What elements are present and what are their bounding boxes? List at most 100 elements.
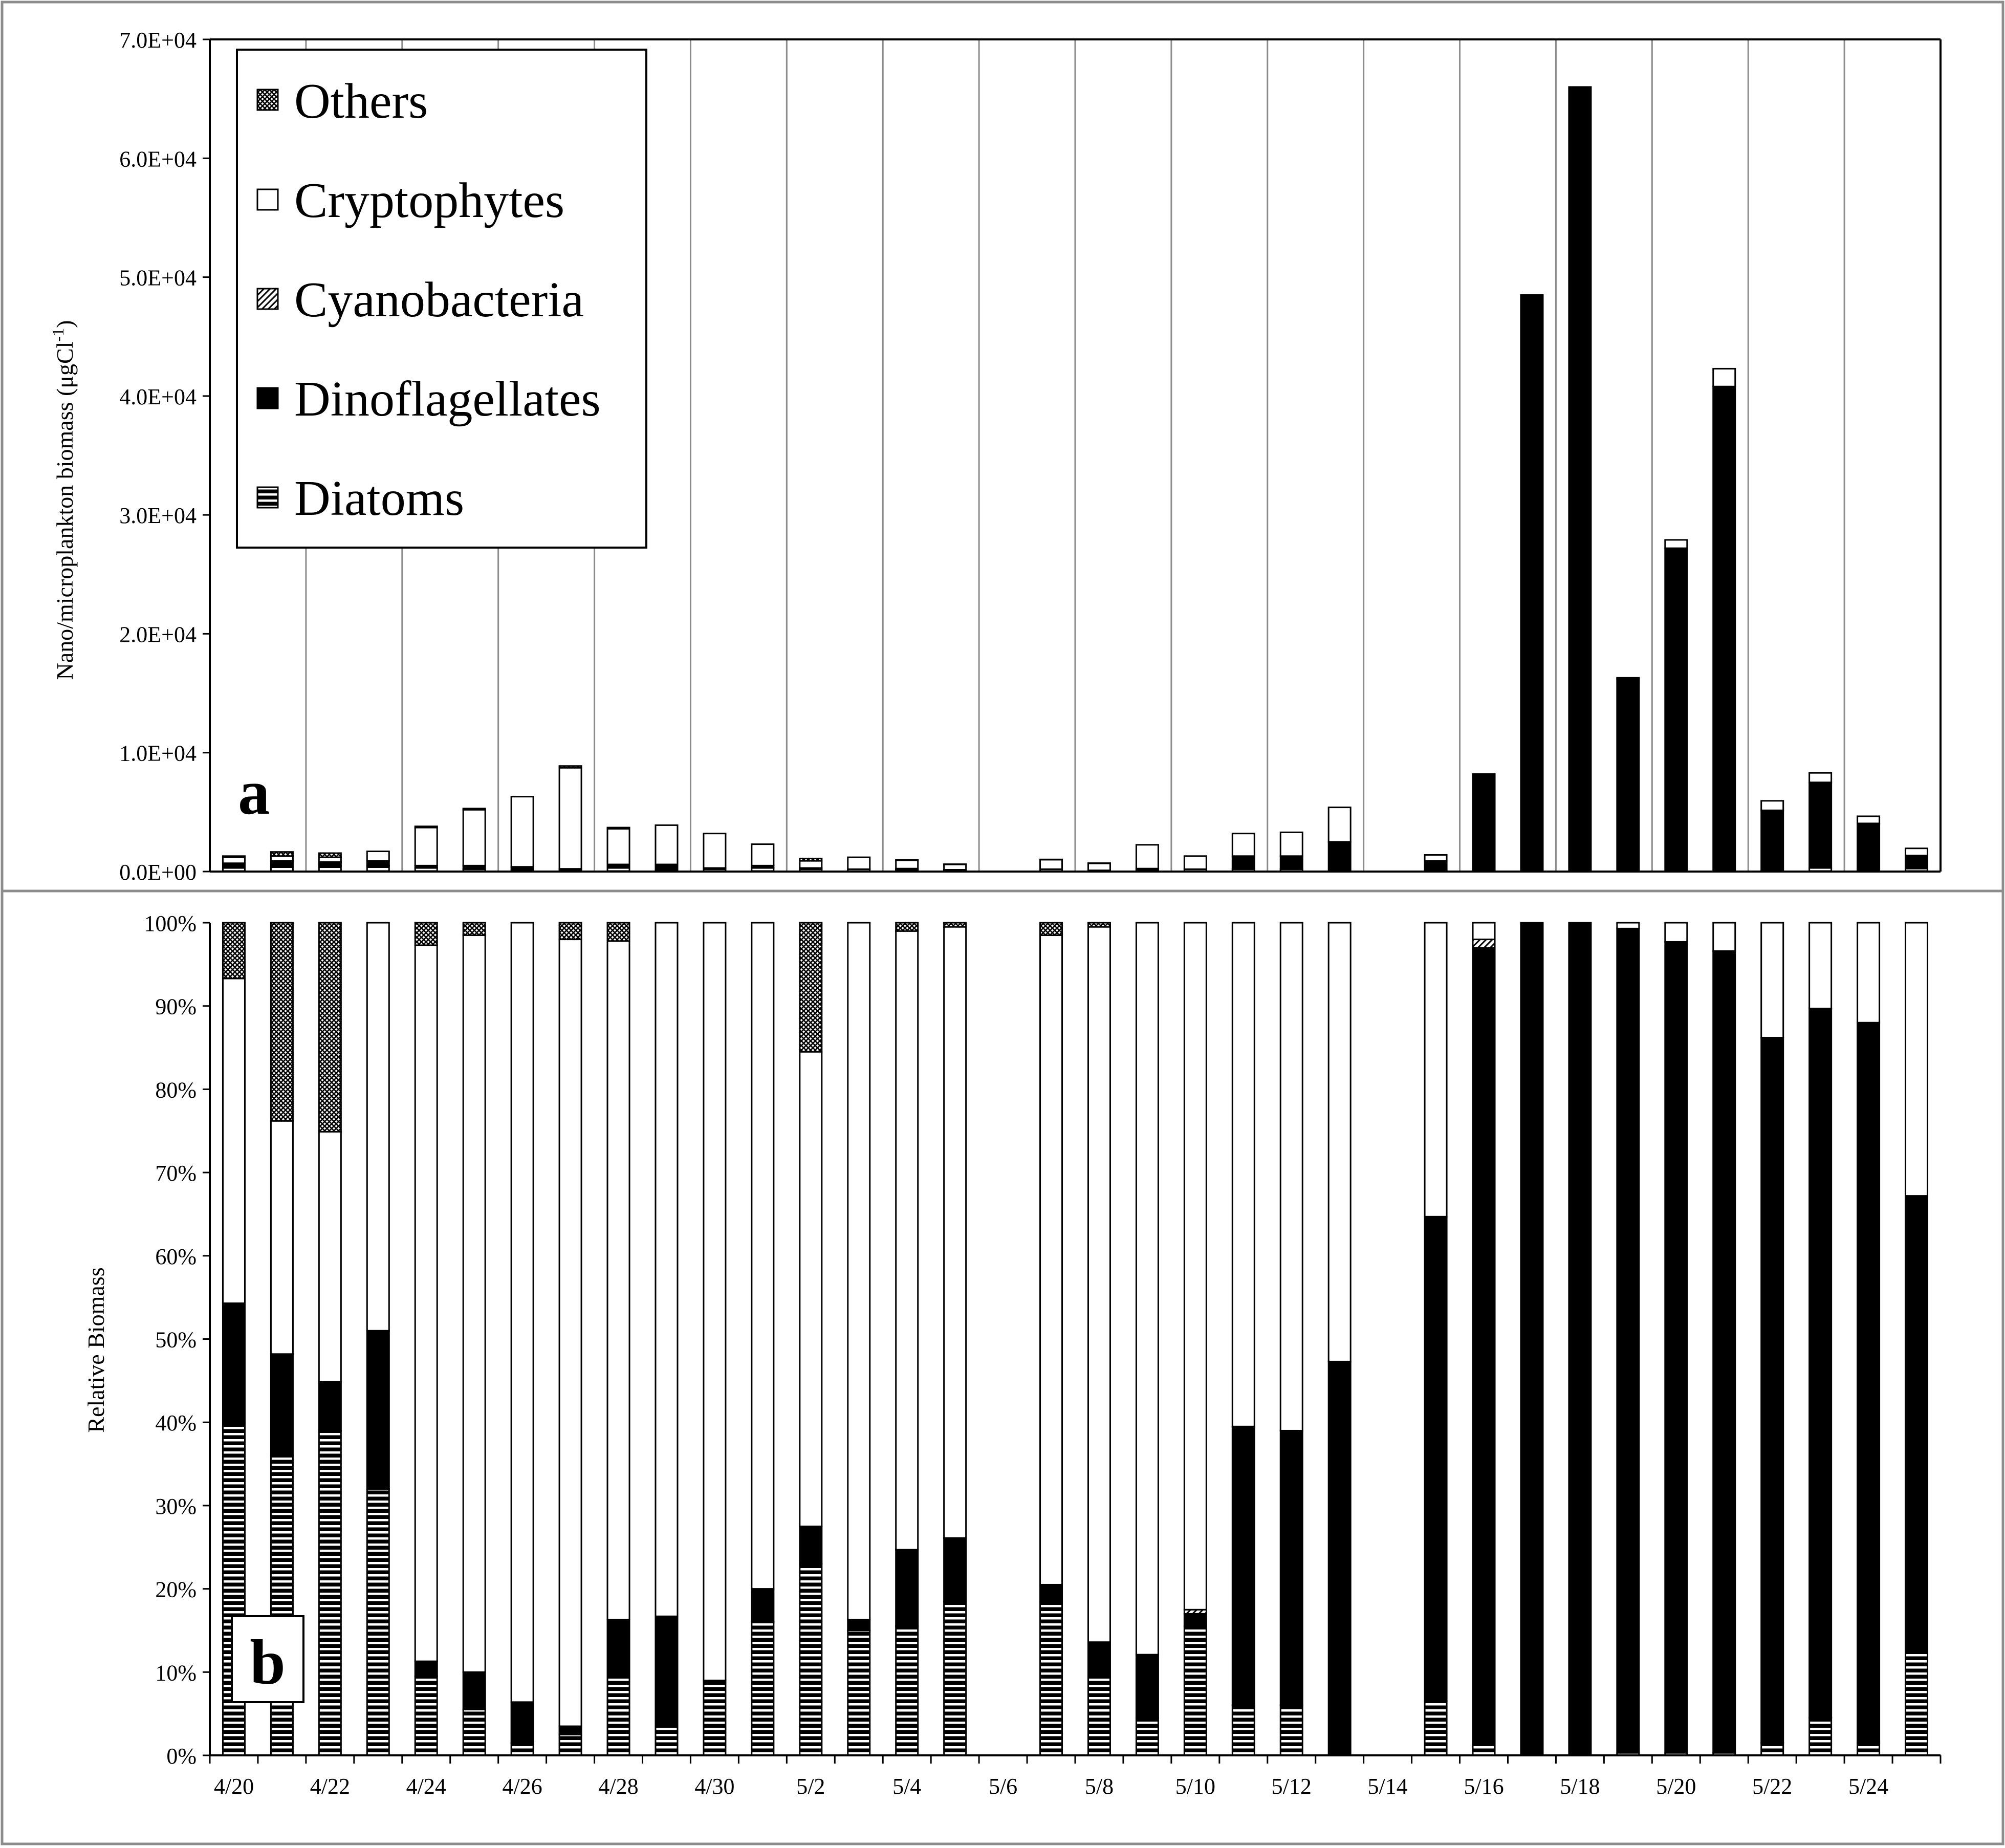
y-tick-label: 10% — [155, 1660, 197, 1685]
y-tick-label: 90% — [155, 994, 197, 1019]
bar-segment-diatoms — [222, 1421, 246, 1756]
y-tick-label: 70% — [155, 1161, 197, 1186]
bar-segment-diatoms — [1808, 1717, 1833, 1756]
y-tick-label: 60% — [155, 1244, 197, 1269]
bar-segment-cyanobacteria — [1472, 773, 1496, 776]
bar-segment-others — [558, 922, 582, 941]
bar-segment-diatoms — [943, 1600, 967, 1756]
panel-label-a: a — [238, 757, 270, 828]
bar-segment-others — [270, 922, 294, 1122]
bar-segment-dinoflagellates — [1183, 1613, 1207, 1627]
y-tick-label: 0.0E+00 — [119, 860, 197, 885]
bar-segment-dinoflagellates — [1760, 809, 1784, 872]
bar-segment-others — [895, 922, 919, 932]
bar-segment-diatoms — [703, 1680, 727, 1756]
bar-segment-cryptophytes — [1087, 862, 1111, 872]
bar-segment-dinoflagellates — [1231, 855, 1255, 870]
bar-segment-others — [606, 827, 630, 830]
y-tick-label: 0% — [166, 1744, 197, 1769]
bar-segment-diatoms — [895, 1625, 919, 1756]
bar-segment-cryptophytes — [943, 863, 967, 871]
bar-segment-dinoflagellates — [1905, 855, 1929, 869]
bar-segment-dinoflagellates — [1039, 1583, 1063, 1602]
bar-segment-dinoflagellates — [1231, 1425, 1255, 1706]
bar-segment-cryptophytes — [606, 940, 630, 1621]
y-tick-label: 5.0E+04 — [119, 266, 197, 291]
x-tick-label: 4/30 — [694, 1774, 734, 1799]
bar-segment-diatoms — [318, 1429, 342, 1756]
bar-segment-dinoflagellates — [1664, 941, 1688, 1754]
panel-b-frame — [1, 889, 2004, 1845]
y-tick-label: 1.0E+04 — [119, 741, 197, 766]
legend-label-others: Others — [294, 74, 428, 129]
legend-swatch-diatoms — [256, 486, 279, 509]
bar-segment-dinoflagellates — [270, 860, 294, 868]
bar-segment-dinoflagellates — [1520, 922, 1544, 1756]
bar-segment-others — [943, 922, 967, 928]
bar-segment-cryptophytes — [1857, 815, 1881, 824]
bar-segment-cryptophytes — [1039, 934, 1063, 1585]
bar-segment-dinoflagellates — [895, 1549, 919, 1627]
bar-segment-others — [318, 922, 342, 1133]
legend-swatch-dinoflagellates — [256, 387, 279, 409]
bar-segment-cryptophytes — [1135, 844, 1159, 869]
bar-segment-cryptophytes — [895, 859, 919, 869]
x-tick-label: 5/20 — [1656, 1774, 1696, 1799]
bar-segment-dinoflagellates — [751, 1588, 775, 1623]
bar-segment-dinoflagellates — [414, 1660, 438, 1677]
bar-segment-cryptophytes — [655, 922, 679, 1617]
x-tick-label: 5/12 — [1272, 1774, 1312, 1799]
bar-segment-others — [462, 808, 486, 811]
bar-segment-cryptophytes — [462, 934, 486, 1673]
bar-segment-dinoflagellates — [462, 1671, 486, 1711]
bar-segment-others — [1039, 858, 1063, 861]
bar-segment-cryptophytes — [1183, 922, 1207, 1611]
bar-segment-cryptophytes — [1472, 922, 1496, 941]
bar-segment-cryptophytes — [1760, 922, 1784, 1039]
bar-segment-cryptophytes — [1664, 539, 1688, 549]
bar-segment-diatoms — [1135, 1717, 1159, 1756]
bar-segment-cryptophytes — [1664, 922, 1688, 943]
bar-segment-others — [558, 765, 582, 769]
bar-segment-dinoflagellates — [1327, 841, 1352, 873]
bar-segment-diatoms — [1279, 1704, 1303, 1756]
bar-segment-cryptophytes — [510, 796, 534, 868]
x-tick-label: 5/4 — [892, 1774, 921, 1799]
bar-segment-cryptophytes — [1905, 922, 1929, 1197]
x-tick-label: 5/6 — [989, 1774, 1017, 1799]
bar-segment-dinoflagellates — [1327, 1360, 1352, 1756]
bar-segment-others — [606, 922, 630, 942]
bar-segment-cryptophytes — [799, 860, 823, 869]
bar-segment-dinoflagellates — [1712, 385, 1736, 873]
bar-segment-dinoflagellates — [1568, 86, 1592, 873]
x-tick-label: 4/26 — [503, 1774, 542, 1799]
y-tick-label: 40% — [155, 1410, 197, 1436]
bar-segment-cryptophytes — [1279, 831, 1303, 857]
bar-segment-diatoms — [751, 1621, 775, 1756]
bar-segment-others — [222, 922, 246, 980]
panel-a-chart: 0.0E+00 1.0E+04 2.0E+04 3.0E+04 4.0E+04 5.0E+… — [119, 28, 1942, 885]
y-tick-label: 80% — [155, 1077, 197, 1102]
panel-b-chart: 0% 10% 20% 30% 40% 50% 60% 70% 80% 90% 100% 4/20 4/2… — [144, 911, 1942, 1799]
y-axis-title-b: Relative Biomass — [83, 1267, 109, 1432]
bar-segment-cryptophytes — [751, 922, 775, 1590]
y-axis-title-a: Nano/microplankton biomass (μgCl-1) — [49, 320, 78, 680]
bar-segment-cyanobacteria — [1472, 939, 1496, 949]
y-tick-label: 4.0E+04 — [119, 384, 197, 409]
x-tick-label: 5/18 — [1560, 1774, 1600, 1799]
y-tick-label: 100% — [144, 911, 197, 936]
bar-segment-diatoms — [558, 1733, 582, 1756]
bar-segment-cryptophytes — [1327, 922, 1352, 1362]
y-tick-label: 3.0E+04 — [119, 503, 197, 528]
bar-segment-others — [943, 863, 967, 865]
bar-segment-dinoflagellates — [606, 1619, 630, 1677]
bar-segment-cryptophytes — [1760, 800, 1784, 811]
bar-segment-dinoflagellates — [655, 1615, 679, 1727]
bar-segment-dinoflagellates — [1760, 1037, 1784, 1744]
bar-segment-others — [222, 855, 246, 858]
bar-segment-cryptophytes — [847, 922, 871, 1621]
bar-segment-cryptophytes — [847, 856, 871, 870]
bar-segment-cryptophytes — [1424, 854, 1448, 862]
